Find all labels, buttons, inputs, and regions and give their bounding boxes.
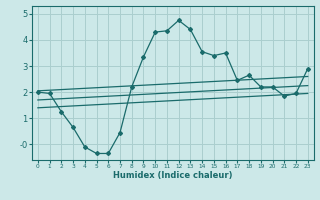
X-axis label: Humidex (Indice chaleur): Humidex (Indice chaleur) — [113, 171, 233, 180]
